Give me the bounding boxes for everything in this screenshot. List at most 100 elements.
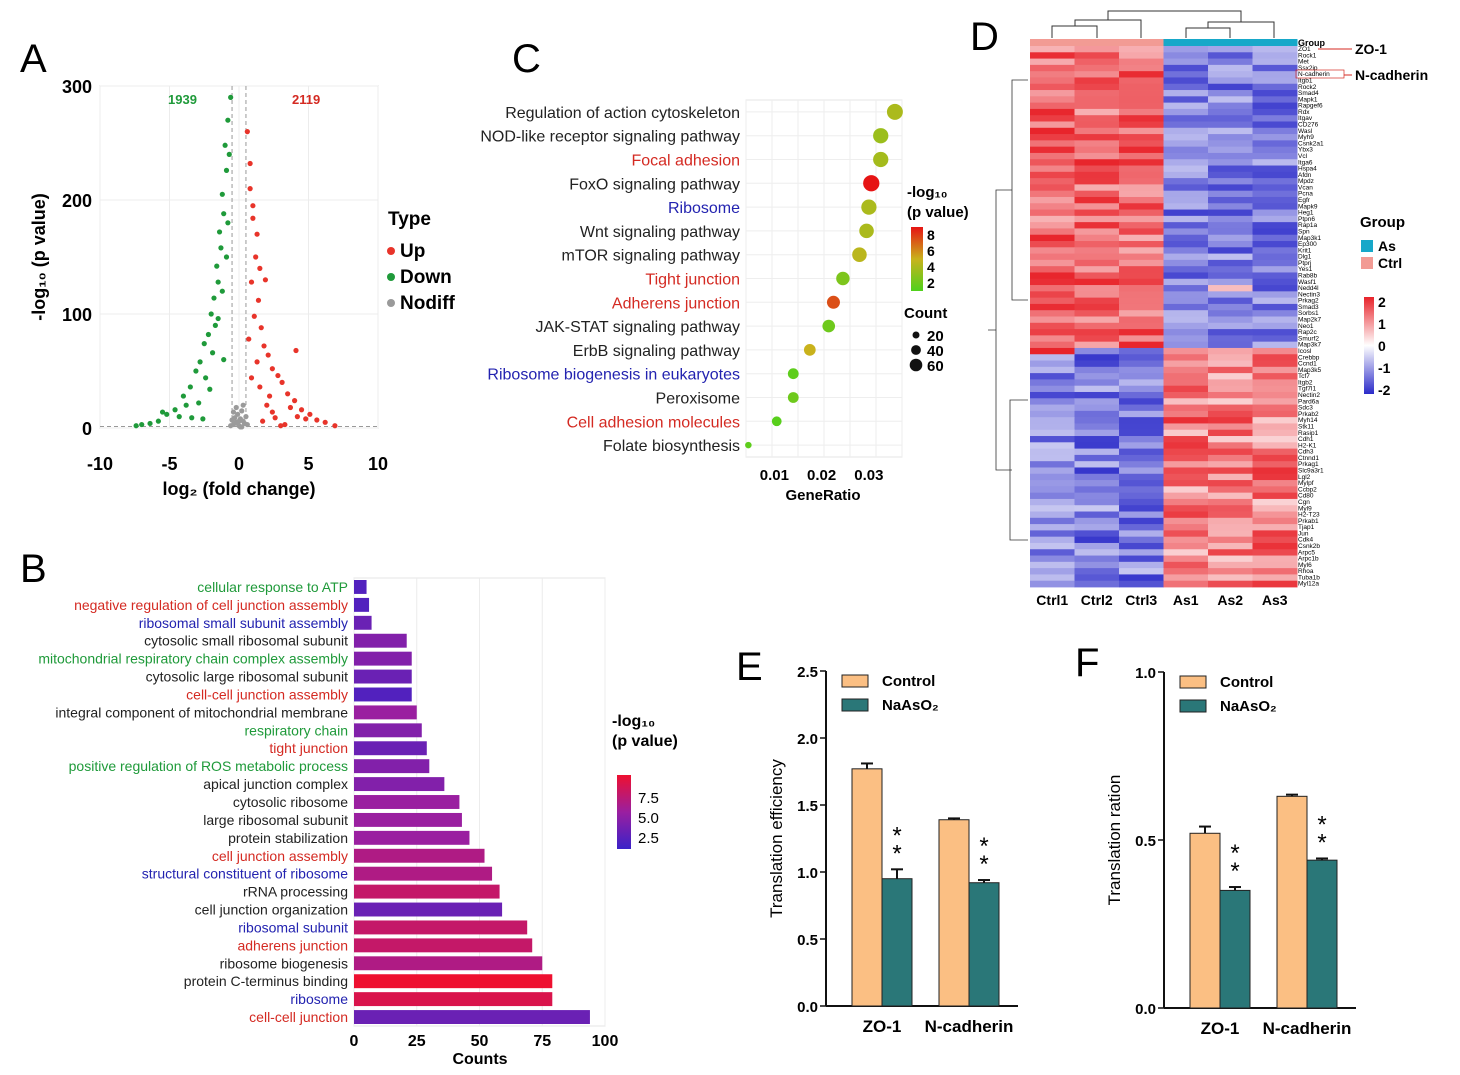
category-label: rRNA processing [243, 884, 348, 900]
dot [852, 247, 867, 262]
heatmap-cell [1208, 574, 1253, 582]
bar [1276, 795, 1308, 1009]
heatmap-cell [1208, 215, 1253, 223]
column-label: As2 [1217, 592, 1243, 608]
heatmap-cell [1030, 467, 1075, 475]
heatmap-cell [1074, 77, 1120, 85]
heatmap-cell [1119, 486, 1164, 494]
heatmap-cell [1252, 71, 1298, 78]
gene-label: Cdk4 [1298, 537, 1314, 544]
heatmap-cell [1252, 467, 1298, 475]
point-up [265, 352, 271, 358]
heatmap-cell [1030, 379, 1075, 387]
heatmap-cell [1208, 429, 1253, 437]
bar [968, 882, 1000, 1007]
heatmap-cell [1119, 134, 1164, 141]
point-down [201, 341, 207, 347]
x-axis-title: log₂ (fold change) [163, 479, 316, 499]
gene-label: Itgb2 [1298, 379, 1313, 386]
heatmap-cell [1074, 498, 1120, 506]
heatmap-cell [1074, 102, 1120, 110]
point-up [246, 336, 252, 342]
heatmap-cell [1030, 542, 1075, 550]
heatmap-cell [1208, 568, 1253, 575]
heatmap-cell [1208, 165, 1253, 173]
heatmap-cell [1119, 127, 1164, 135]
heatmap-cell [1252, 165, 1298, 173]
heatmap-cell [1208, 322, 1253, 330]
heatmap-cell [1252, 52, 1298, 59]
heatmap-cell [1208, 234, 1253, 242]
heatmap-cell [1074, 511, 1120, 519]
heatmap-cell [1208, 266, 1253, 273]
heatmap-cell [1119, 259, 1164, 267]
size-legend-label: 20 [927, 328, 944, 345]
pathway-label: Ribosome biogenesis in eukaryotes [487, 367, 740, 384]
heatmap-cell [1074, 222, 1120, 229]
heatmap-cell [1074, 203, 1120, 210]
heatmap-cell [1030, 580, 1075, 588]
gene-label: Rhoa [1298, 568, 1314, 575]
x-axis-title: GeneRatio [785, 487, 860, 504]
callout-label: ZO-1 [1355, 41, 1387, 57]
heatmap-cell [1119, 102, 1164, 110]
point-down [223, 167, 230, 173]
point-up [294, 414, 300, 420]
heatmap-cell [1163, 108, 1209, 116]
bar [354, 795, 460, 809]
heatmap-cell [1074, 90, 1120, 97]
heatmap-cell [1208, 530, 1253, 538]
y-tick-label: 300 [62, 77, 92, 97]
heatmap-cell [1074, 341, 1120, 349]
dot [771, 416, 782, 427]
heatmap-cell [1252, 473, 1298, 481]
heatmap-cell [1074, 461, 1120, 468]
heatmap-cell [1074, 366, 1120, 374]
legend-label: Control [882, 673, 935, 690]
point-up [275, 372, 281, 379]
legend-title: Count [904, 305, 947, 322]
heatmap-cell [1119, 517, 1164, 525]
x-tick-label: 50 [471, 1033, 489, 1050]
category-label: protein stabilization [228, 830, 348, 846]
heatmap-cell [1030, 442, 1075, 450]
callout-label: N-cadherin [1355, 67, 1428, 83]
point-up [269, 366, 275, 372]
pathway-label: Peroxisome [656, 391, 741, 408]
gene-label: Hspa4 [1298, 166, 1317, 173]
heatmap-cell [1163, 121, 1209, 129]
heatmap-cell [1163, 347, 1209, 355]
gene-label: Ssx2ip [1298, 65, 1318, 72]
gene-label: Itga6 [1298, 159, 1313, 166]
heatmap-cell [1163, 366, 1209, 374]
y-tick-label: 0.5 [1135, 833, 1156, 850]
heatmap-cell [1252, 58, 1298, 66]
gene-label: Cdh1 [1298, 436, 1314, 443]
point-down [187, 384, 193, 390]
heatmap-cell [1163, 215, 1209, 223]
heatmap-cell [1119, 209, 1164, 217]
heatmap-cell [1119, 241, 1164, 248]
point-up [244, 129, 250, 135]
heatmap-cell [1252, 555, 1298, 563]
category-label: apical junction complex [203, 776, 348, 792]
heatmap-cell [1163, 454, 1209, 462]
category-label: negative regulation of cell junction ass… [74, 597, 348, 613]
category-label: cell junction organization [195, 902, 348, 918]
dot [836, 271, 850, 286]
heatmap-cell [1119, 196, 1164, 204]
heatmap-cell [1030, 486, 1075, 494]
legend-swatch [1179, 699, 1207, 713]
size-legend-label: 40 [927, 343, 944, 360]
point-down [209, 350, 216, 356]
heatmap-cell [1252, 234, 1298, 242]
up-count-label: 2119 [292, 92, 320, 107]
heatmap-cell [1030, 159, 1075, 166]
color-scale-bar [617, 775, 631, 849]
heatmap-cell [1163, 329, 1209, 336]
y-tick-label: 0.0 [1135, 1001, 1156, 1018]
point-up [257, 384, 263, 390]
heatmap-cell [1030, 140, 1075, 148]
gene-label: Nectin3 [1298, 291, 1320, 298]
heatmap-cell [1163, 354, 1209, 361]
